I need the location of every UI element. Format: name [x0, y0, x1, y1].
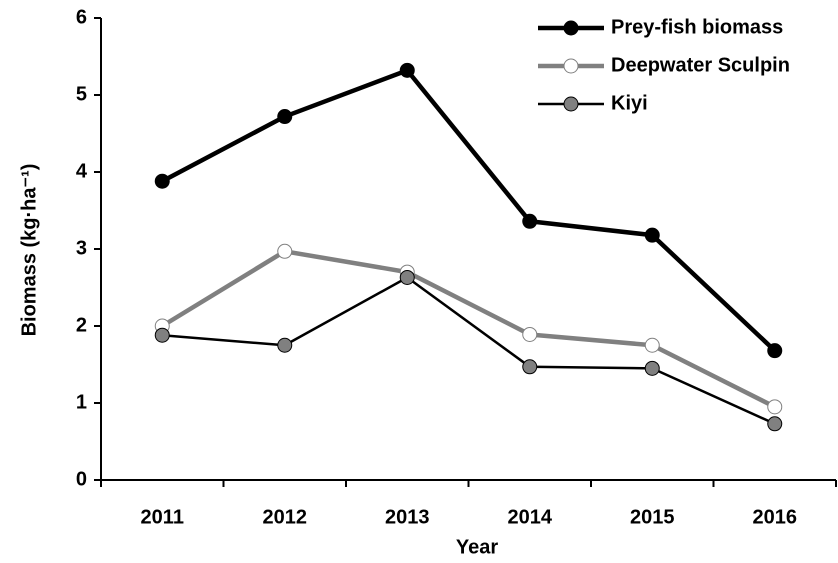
- legend-label: Deepwater Sculpin: [611, 54, 790, 76]
- y-tick-label: 6: [76, 6, 87, 28]
- series-line: [162, 276, 776, 425]
- legend-label: Kiyi: [611, 92, 648, 114]
- x-axis-label: Year: [456, 536, 498, 558]
- x-tick-label: 2014: [508, 506, 553, 528]
- data-point: [767, 399, 783, 415]
- data-point: [154, 173, 170, 189]
- data-point: [644, 337, 660, 353]
- data-point: [154, 327, 170, 343]
- series-line: [161, 68, 777, 353]
- x-tick-label: 2011: [141, 506, 184, 528]
- data-point: [399, 269, 415, 285]
- series-line: [161, 249, 776, 409]
- data-point: [644, 360, 660, 376]
- y-tick-label: 2: [76, 314, 87, 336]
- data-point: [522, 213, 538, 229]
- x-tick-label: 2016: [753, 506, 798, 528]
- data-point: [767, 416, 783, 432]
- y-tick-label: 5: [76, 83, 87, 105]
- y-tick-label: 0: [76, 468, 87, 490]
- data-point: [277, 243, 293, 259]
- x-tick-label: 2012: [263, 506, 308, 528]
- legend-marker: [563, 58, 579, 74]
- legend-marker: [563, 96, 579, 112]
- legend-label: Prey-fish biomass: [611, 16, 783, 38]
- data-point: [767, 343, 783, 359]
- legend-marker: [563, 20, 579, 36]
- data-point: [399, 62, 415, 78]
- y-tick-label: 1: [76, 391, 87, 413]
- data-point: [522, 359, 538, 375]
- data-point: [277, 109, 293, 125]
- data-point: [644, 227, 660, 243]
- y-tick-label: 4: [76, 160, 88, 182]
- y-tick-label: 3: [76, 237, 87, 259]
- data-point: [522, 326, 538, 342]
- x-tick-label: 2013: [385, 506, 430, 528]
- y-axis-label: Biomass (kg·ha⁻¹): [18, 164, 40, 337]
- x-tick-label: 2015: [630, 506, 675, 528]
- data-point: [277, 337, 293, 353]
